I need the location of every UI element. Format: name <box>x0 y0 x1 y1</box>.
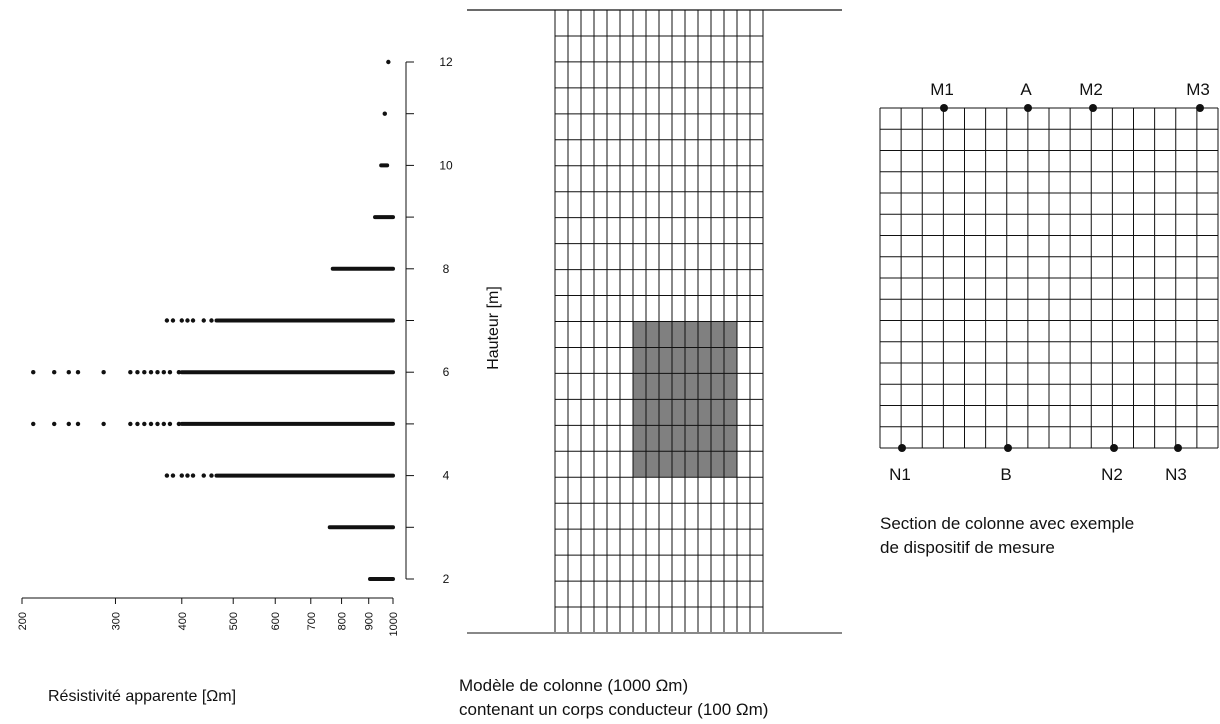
y-axis-label: Hauteur [m] <box>485 286 502 370</box>
data-point <box>167 370 173 375</box>
data-point <box>185 318 190 323</box>
electrode-label: N3 <box>1165 465 1187 484</box>
electrode-label: B <box>1000 465 1011 484</box>
y-tick-label: 8 <box>443 262 450 276</box>
data-point <box>52 421 57 427</box>
electrode-m3 <box>1196 104 1204 112</box>
y-tick-label: 4 <box>443 469 450 483</box>
y-tick-label: 12 <box>439 55 453 69</box>
y-tick-label: 2 <box>443 572 450 586</box>
data-point <box>31 421 36 427</box>
data-point <box>142 421 147 427</box>
x-tick-label: 600 <box>270 612 282 630</box>
electrode-b <box>1004 444 1012 452</box>
data-point <box>161 421 167 427</box>
section-caption: Section de colonne avec exemple de dispo… <box>880 512 1134 560</box>
model-caption-line1: Modèle de colonne (1000 Ωm) <box>459 676 689 695</box>
resistivity-chart: 200 300 400 500 600 700 800 900 1000 Résistivité … <box>17 55 502 705</box>
data-point <box>190 318 196 323</box>
electrode-n1 <box>898 444 906 452</box>
electrode-label: M3 <box>1186 80 1210 99</box>
data-point <box>155 421 160 427</box>
data-point <box>176 370 182 375</box>
data-point <box>148 421 154 427</box>
data-point <box>201 473 206 478</box>
y-tick-label: 10 <box>439 158 453 172</box>
data-point <box>101 370 106 375</box>
x-tick-label: 800 <box>337 612 349 630</box>
data-point <box>167 421 173 427</box>
data-point <box>66 370 71 375</box>
data-point <box>135 370 140 375</box>
x-tick-label: 1000 <box>388 612 400 636</box>
electrode-n3 <box>1174 444 1182 452</box>
data-point <box>190 473 196 478</box>
x-tick-label: 700 <box>306 612 318 630</box>
x-tick-label: 500 <box>228 612 240 630</box>
model-caption: Modèle de colonne (1000 Ωm) contenant un… <box>459 674 768 722</box>
electrode-label: M2 <box>1079 80 1103 99</box>
data-point <box>148 370 154 375</box>
data-point <box>176 421 182 427</box>
data-point <box>101 421 106 427</box>
electrode-m2 <box>1089 104 1097 112</box>
data-point <box>31 370 36 375</box>
data-point <box>142 370 147 375</box>
data-point <box>179 318 184 323</box>
data-point <box>128 370 133 375</box>
electrode-m1 <box>940 104 948 112</box>
model-caption-line2: contenant un corps conducteur (100 Ωm) <box>459 700 769 719</box>
data-point <box>209 318 214 323</box>
data-point <box>75 421 81 427</box>
electrode-label: N1 <box>889 465 911 484</box>
data-point <box>209 473 214 478</box>
section-caption-line2: de dispositif de mesure <box>880 538 1055 557</box>
data-point <box>164 473 170 478</box>
data-point <box>155 370 160 375</box>
x-tick-label: 200 <box>17 612 29 630</box>
x-tick-label: 400 <box>177 612 189 630</box>
data-point <box>66 421 71 427</box>
data-point <box>128 421 133 427</box>
electrode-n2 <box>1110 444 1118 452</box>
data-point <box>75 370 81 375</box>
data-point <box>52 370 57 375</box>
electrode-label: M1 <box>930 80 954 99</box>
data-point <box>185 473 190 478</box>
data-point <box>161 370 167 375</box>
data-point <box>135 421 140 427</box>
electrode-label: A <box>1020 80 1032 99</box>
data-point <box>201 318 206 323</box>
y-tick-label: 6 <box>443 365 450 379</box>
column-model <box>467 9 842 634</box>
data-point <box>386 59 391 65</box>
electrode-label: N2 <box>1101 465 1123 484</box>
data-point <box>170 318 176 323</box>
x-tick-label: 300 <box>110 612 122 630</box>
data-point <box>179 473 184 478</box>
column-section: M1 A M2 M3 N1 B N2 N3 <box>879 80 1219 484</box>
x-tick-label: 900 <box>364 612 376 630</box>
data-point <box>164 318 170 323</box>
electrode-a <box>1024 104 1032 112</box>
x-axis-label: Résistivité apparente [Ωm] <box>48 688 236 705</box>
data-point <box>170 473 176 478</box>
data-point <box>382 111 387 116</box>
section-caption-line1: Section de colonne avec exemple <box>880 514 1135 533</box>
